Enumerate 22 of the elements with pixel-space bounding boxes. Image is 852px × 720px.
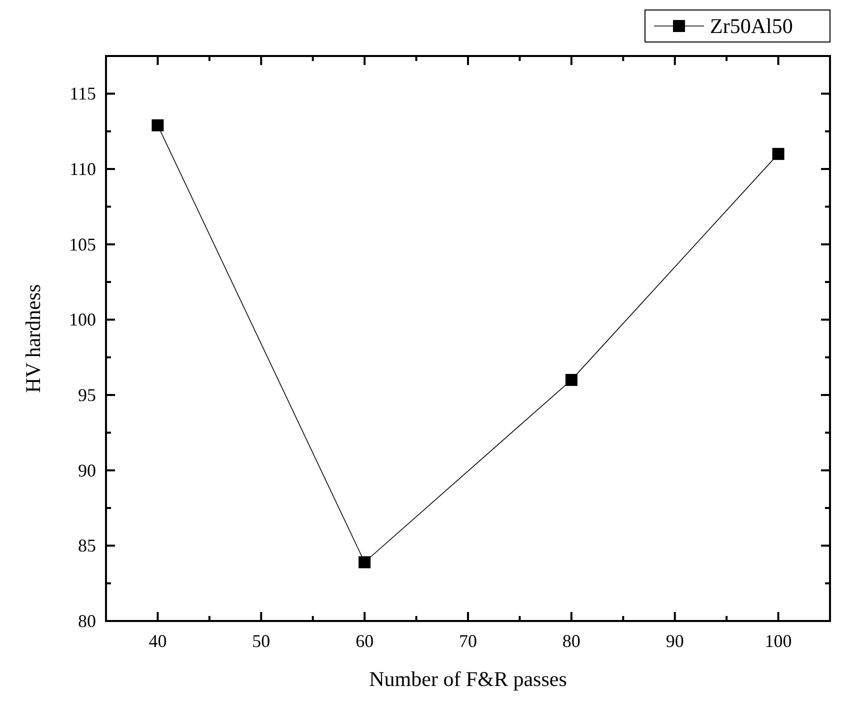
x-axis-title: Number of F&R passes bbox=[369, 667, 567, 691]
x-tick-label: 80 bbox=[562, 631, 580, 651]
y-tick-label: 115 bbox=[70, 84, 96, 104]
y-tick-label: 95 bbox=[78, 385, 96, 405]
point bbox=[772, 148, 784, 160]
y-tick-label: 80 bbox=[78, 611, 96, 631]
x-tick-label: 40 bbox=[148, 631, 167, 651]
x-tick-label: 90 bbox=[666, 631, 684, 651]
y-axis-title: HV hardness bbox=[21, 284, 45, 393]
x-tick-label: 70 bbox=[459, 631, 477, 651]
y-tick-label: 100 bbox=[69, 310, 96, 330]
point bbox=[358, 556, 371, 568]
x-tick-label: 50 bbox=[252, 631, 270, 651]
point bbox=[565, 374, 578, 386]
x-tick-label: 100 bbox=[764, 631, 792, 651]
point bbox=[152, 119, 164, 132]
y-tick-label: 110 bbox=[70, 159, 96, 179]
x-tick-label: 60 bbox=[356, 631, 374, 651]
y-tick-label: 105 bbox=[69, 234, 96, 254]
legend-label: Zr50Al50 bbox=[710, 14, 793, 38]
y-tick-label: 85 bbox=[78, 536, 96, 556]
y-tick-label: 90 bbox=[78, 460, 96, 480]
